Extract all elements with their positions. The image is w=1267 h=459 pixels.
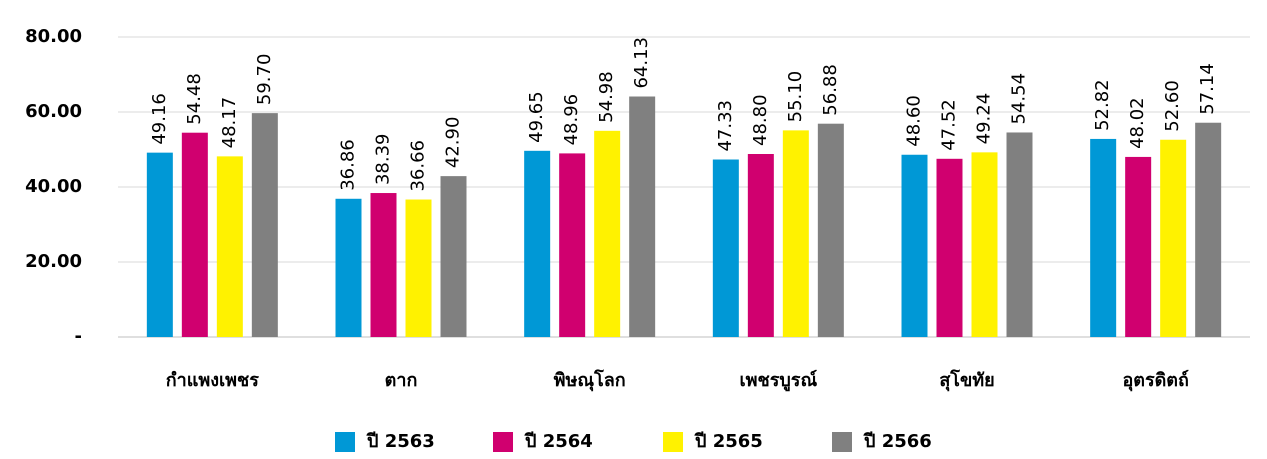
x-tick-label: พิษณุโลก: [554, 369, 626, 392]
bar: [817, 123, 844, 337]
value-label: 49.65: [526, 91, 547, 143]
value-label: 48.96: [561, 94, 582, 146]
bar: [405, 199, 432, 337]
y-tick-label: 80.00: [25, 26, 82, 47]
bar: [629, 96, 656, 337]
value-label: 56.88: [820, 64, 841, 116]
x-tick-label: ตาก: [385, 370, 418, 391]
value-label: 55.10: [785, 71, 806, 123]
bar: [440, 176, 467, 337]
y-tick-label: -: [75, 326, 82, 347]
value-label: 48.60: [904, 95, 925, 147]
value-label: 54.98: [596, 71, 617, 123]
value-label: 64.13: [631, 37, 652, 89]
x-tick-label: สุโขทัย: [939, 369, 994, 392]
bar: [251, 113, 278, 337]
value-label: 52.60: [1162, 80, 1183, 132]
value-label: 59.70: [254, 54, 275, 106]
value-label: 49.16: [149, 93, 170, 145]
value-label: 49.24: [974, 93, 995, 145]
y-tick-label: 20.00: [25, 251, 82, 272]
legend-label: ปี 2565: [694, 431, 763, 452]
legend-label: ปี 2566: [863, 431, 932, 452]
value-label: 52.82: [1092, 79, 1113, 131]
value-label: 54.54: [1009, 73, 1030, 125]
bar: [559, 153, 586, 337]
x-tick-label: กำแพงเพชร: [166, 370, 259, 391]
bar: [594, 130, 621, 337]
bar: [216, 156, 243, 337]
bar: [524, 150, 551, 337]
bar: [936, 158, 963, 337]
bar: [747, 154, 774, 337]
value-label: 48.17: [219, 97, 240, 149]
value-label: 36.86: [338, 139, 359, 191]
legend-swatch: [335, 432, 355, 452]
value-label: 54.48: [184, 73, 205, 125]
bar: [146, 152, 173, 337]
value-label: 48.02: [1127, 97, 1148, 149]
value-label: 38.39: [373, 134, 394, 186]
value-label: 42.90: [443, 117, 464, 169]
bar: [1160, 139, 1187, 337]
bar: [181, 132, 208, 337]
x-tick-label: อุตรดิตถ์: [1122, 369, 1188, 392]
y-tick-label: 40.00: [25, 176, 82, 197]
value-label: 57.14: [1197, 63, 1218, 115]
bar: [1195, 122, 1222, 337]
legend-swatch: [493, 432, 513, 452]
bar: [1006, 132, 1033, 337]
bar: [712, 159, 739, 337]
value-label: 47.33: [715, 100, 736, 152]
legend-swatch: [832, 432, 852, 452]
value-label: 36.66: [408, 140, 429, 192]
y-tick-label: 60.00: [25, 101, 82, 122]
value-label: 47.52: [939, 99, 960, 151]
bar: [370, 193, 397, 337]
bar: [782, 130, 809, 337]
bar: [1125, 156, 1152, 337]
legend-label: ปี 2563: [366, 431, 435, 452]
legend-swatch: [663, 432, 683, 452]
bar: [971, 152, 998, 337]
value-label: 48.80: [750, 94, 771, 146]
legend-label: ปี 2564: [524, 431, 593, 452]
bar: [901, 154, 928, 337]
bar: [335, 198, 362, 337]
bar: [1090, 138, 1117, 337]
x-tick-label: เพชรบูรณ์: [739, 369, 817, 392]
